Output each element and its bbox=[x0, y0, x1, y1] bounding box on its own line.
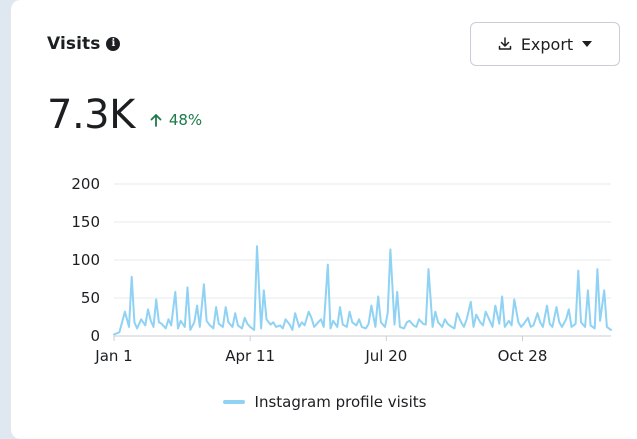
x-tick-label-1: Apr 11 bbox=[225, 347, 275, 365]
y-tick-label-150: 150 bbox=[71, 213, 100, 231]
caret-down-icon bbox=[582, 41, 593, 47]
export-button[interactable]: Export bbox=[470, 22, 620, 66]
card-title: Visits i bbox=[47, 34, 121, 54]
series-line-0 bbox=[113, 245, 612, 336]
export-label: Export bbox=[520, 34, 574, 54]
chart-legend: Instagram profile visits bbox=[11, 393, 637, 411]
visits-card: Visits i Export 7.3K 48% 0 50 100 150 200 Jan… bbox=[10, 0, 637, 439]
y-tick-label-100: 100 bbox=[71, 251, 100, 269]
info-icon[interactable]: i bbox=[106, 37, 121, 51]
arrow-up-icon bbox=[150, 114, 162, 127]
x-tick-label-2: Jul 20 bbox=[364, 347, 407, 365]
legend-label[interactable]: Instagram profile visits bbox=[254, 393, 427, 411]
metric-change: 48% bbox=[149, 111, 202, 129]
legend-swatch bbox=[222, 400, 245, 404]
download-icon bbox=[498, 37, 512, 50]
metric-summary: 7.3K 48% bbox=[47, 92, 202, 138]
card-title-text: Visits bbox=[47, 34, 101, 54]
metric-value: 7.3K bbox=[47, 92, 135, 138]
visits-line-chart: 0 50 100 150 200 Jan 1 Apr 11 Jul 20 Oct 28 bbox=[71, 175, 612, 365]
y-tick-label-200: 200 bbox=[71, 175, 100, 193]
metric-change-value: 48% bbox=[168, 111, 203, 129]
y-tick-label-50: 50 bbox=[81, 289, 100, 307]
y-tick-label-0: 0 bbox=[90, 327, 100, 345]
x-tick-label-3: Oct 28 bbox=[498, 347, 548, 365]
x-tick-label-0: Jan 1 bbox=[94, 347, 132, 365]
